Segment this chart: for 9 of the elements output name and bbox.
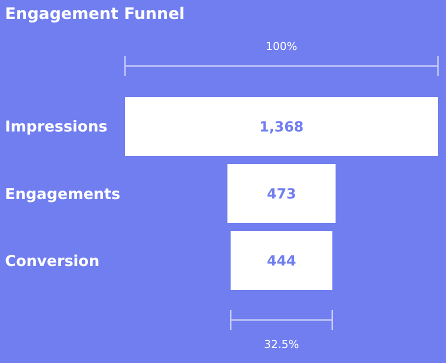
category-label: Conversion <box>5 252 100 270</box>
category-label: Engagements <box>5 184 120 203</box>
data-label: 473 <box>266 186 296 202</box>
text: Engagement Funnel <box>5 4 185 23</box>
category-label: Impressions <box>5 118 108 136</box>
text: 100% <box>266 40 298 53</box>
data-label: 444 <box>266 253 296 270</box>
data-label: 1,368 <box>259 119 304 136</box>
text: 32.5% <box>264 338 299 351</box>
